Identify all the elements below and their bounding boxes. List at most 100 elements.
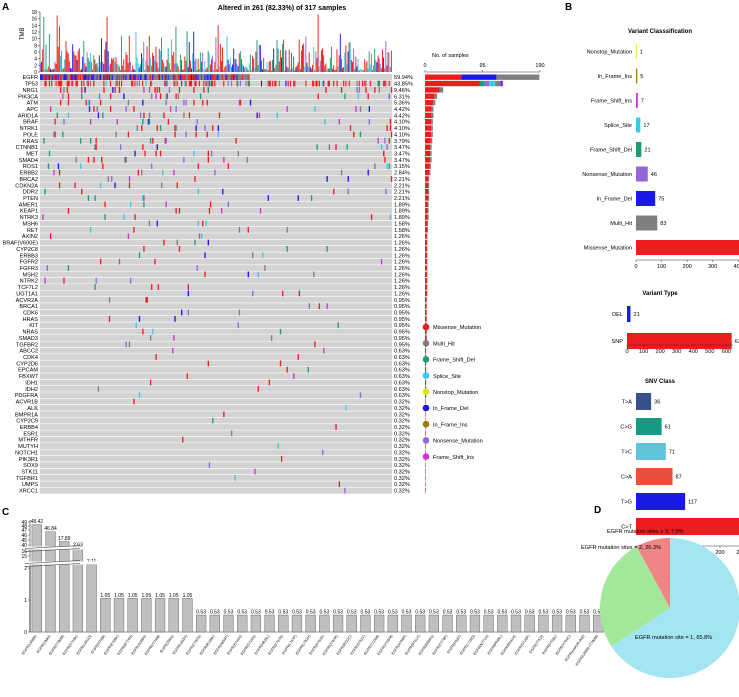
oncoplot-cell bbox=[143, 74, 145, 81]
gene-percent: 2.21% bbox=[394, 196, 410, 202]
oncoplot-cell bbox=[103, 74, 105, 81]
oncoplot-cell bbox=[316, 80, 318, 87]
oncoplot-cell bbox=[388, 137, 391, 144]
oncoplot-cell bbox=[66, 87, 68, 93]
oncoplot-cell bbox=[149, 335, 152, 341]
tmb-bar bbox=[79, 70, 81, 72]
oncoplot-cell bbox=[236, 74, 238, 81]
gene-label: CDK4 bbox=[23, 355, 38, 361]
oncoplot-cell bbox=[176, 182, 178, 189]
tmb-bar bbox=[112, 59, 114, 72]
c-bar bbox=[456, 614, 467, 633]
c-value-label: 0.53 bbox=[278, 610, 288, 616]
oncoplot-cell bbox=[96, 74, 98, 81]
gene-percent: 0.32% bbox=[394, 419, 410, 425]
oncoplot-cell bbox=[119, 74, 122, 81]
tmb-bar bbox=[324, 65, 326, 72]
oncoplot-cell bbox=[95, 277, 97, 284]
oncoplot-cell bbox=[202, 74, 204, 81]
oncoplot-cell bbox=[199, 74, 202, 81]
tmb-bar bbox=[224, 66, 226, 72]
c-bar bbox=[168, 598, 179, 633]
tmb-bar bbox=[269, 60, 271, 72]
oncoplot-cell bbox=[258, 112, 261, 119]
oncoplot-cell bbox=[126, 74, 128, 81]
tmb-bar bbox=[274, 67, 276, 72]
oncoplot-cell bbox=[159, 125, 162, 131]
oncoplot-cell bbox=[214, 80, 216, 87]
variant-classification-tick-label: 100 bbox=[657, 264, 666, 270]
oncoplot-cell bbox=[40, 74, 42, 81]
oncoplot-cell bbox=[219, 74, 221, 81]
oncoplot-cell bbox=[81, 74, 83, 81]
tmb-bar bbox=[220, 60, 222, 72]
variant-classification-category-label: Multi_Hit bbox=[610, 221, 632, 227]
c-value-label: 0.53 bbox=[497, 610, 507, 616]
gene-label: MET bbox=[26, 152, 38, 158]
tmb-bar bbox=[386, 65, 388, 72]
tmb-bar bbox=[313, 46, 315, 72]
oncoplot-cell bbox=[365, 80, 367, 87]
oncoplot-cell bbox=[99, 74, 102, 81]
oncoplot-cell bbox=[151, 163, 153, 170]
side-bar-segment bbox=[425, 188, 429, 195]
oncoplot-cell bbox=[112, 74, 114, 81]
oncoplot-cell bbox=[93, 74, 95, 81]
tmb-bar bbox=[229, 57, 231, 72]
gene-percent: 0.63% bbox=[394, 393, 410, 399]
oncoplot-cell bbox=[159, 74, 162, 81]
oncoplot-cell bbox=[201, 74, 203, 81]
oncoplot-cell bbox=[325, 87, 327, 93]
tmb-bar bbox=[188, 42, 190, 72]
side-bar-segment bbox=[425, 93, 435, 99]
tmb-bar bbox=[252, 55, 254, 72]
oncoplot-cell bbox=[242, 74, 244, 81]
oncoplot-cell bbox=[63, 74, 65, 81]
oncoplot-cell bbox=[145, 80, 147, 87]
gene-percent: 1.89% bbox=[394, 202, 410, 208]
tmb-bar bbox=[88, 61, 90, 72]
tmb-bar bbox=[312, 64, 313, 72]
side-bar-segment bbox=[495, 80, 501, 87]
oncoplot-cell bbox=[223, 74, 225, 81]
tmb-bar bbox=[137, 63, 139, 72]
snv-class-category-label: C>T bbox=[621, 525, 632, 531]
oncoplot-cell bbox=[267, 80, 269, 87]
panel-b-summaries: Variant Classsification Variant Type SNV… bbox=[582, 29, 739, 556]
side-bar-segment bbox=[433, 99, 436, 106]
oncoplot-cell bbox=[146, 74, 148, 81]
variant-type-tick-label: 400 bbox=[689, 349, 698, 355]
oncoplot-cell bbox=[182, 74, 184, 81]
tmb-bar bbox=[254, 67, 256, 72]
oncoplot-cell bbox=[305, 80, 307, 87]
gene-label: CYP2D6 bbox=[16, 361, 38, 367]
gene-label: IDH1 bbox=[25, 380, 38, 386]
c-value-label: 0.53 bbox=[402, 610, 412, 616]
oncoplot-cell bbox=[245, 74, 247, 81]
oncoplot-cell bbox=[276, 112, 278, 119]
oncoplot-cell bbox=[204, 74, 206, 81]
gene-percent: 3.47% bbox=[394, 152, 410, 158]
oncoplot-cell bbox=[198, 80, 200, 87]
oncoplot-cell bbox=[112, 87, 114, 93]
tmb-bar bbox=[258, 44, 260, 72]
oncoplot-cell bbox=[340, 87, 343, 93]
oncoplot-cell bbox=[101, 156, 103, 163]
oncoplot-cell bbox=[158, 74, 160, 81]
oncoplot-cell bbox=[230, 80, 233, 87]
oncoplot-cell bbox=[88, 74, 90, 81]
oncoplot-cell bbox=[211, 80, 213, 87]
oncoplot-cell bbox=[129, 277, 132, 284]
snv-class-value-label: 36 bbox=[654, 400, 660, 406]
oncoplot-cell bbox=[149, 74, 152, 81]
variant-classification-value-label: 5 bbox=[640, 74, 643, 80]
oncoplot-cell bbox=[166, 74, 168, 81]
tmb-bar bbox=[117, 64, 119, 72]
gene-label: ERBB2 bbox=[20, 171, 38, 177]
oncoplot-cell bbox=[168, 74, 170, 81]
oncoplot-cell bbox=[389, 125, 392, 131]
oncoplot-cell bbox=[198, 233, 201, 240]
oncoplot-cell bbox=[113, 74, 115, 81]
oncoplot-cell bbox=[122, 74, 124, 81]
oncoplot-cell bbox=[196, 265, 198, 271]
